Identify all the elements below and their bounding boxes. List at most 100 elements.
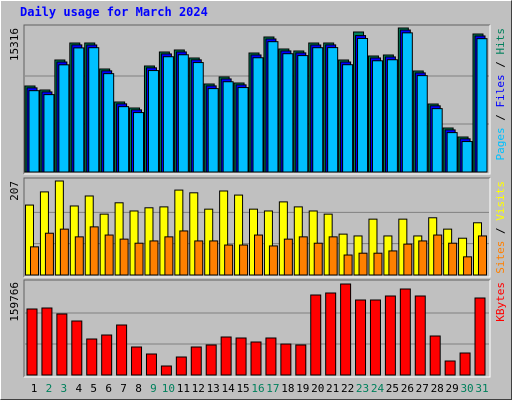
bar bbox=[448, 242, 458, 276]
bar bbox=[461, 141, 473, 173]
bar bbox=[328, 236, 338, 276]
bar bbox=[476, 38, 488, 173]
bar bbox=[310, 294, 322, 376]
x-tick-label: 28 bbox=[431, 382, 444, 395]
x-tick-label: 1 bbox=[31, 382, 38, 395]
bar bbox=[418, 240, 428, 276]
bar bbox=[86, 338, 98, 376]
bar bbox=[384, 295, 396, 376]
bar bbox=[145, 353, 157, 376]
bar bbox=[342, 64, 354, 173]
bar bbox=[44, 232, 54, 276]
bar bbox=[401, 32, 413, 173]
x-tick-label: 18 bbox=[281, 382, 294, 395]
bar bbox=[43, 94, 55, 173]
bar bbox=[283, 238, 293, 276]
bar bbox=[369, 299, 381, 376]
legend-separator: / bbox=[494, 108, 507, 128]
bar bbox=[56, 313, 68, 376]
y-tick-label: 15316 bbox=[8, 28, 21, 61]
x-tick-label: 31 bbox=[475, 382, 488, 395]
bar bbox=[268, 245, 278, 276]
x-tick-label: 10 bbox=[162, 382, 175, 395]
legend-separator: / bbox=[494, 55, 507, 75]
bar bbox=[103, 73, 115, 173]
plot-bevel bbox=[23, 279, 490, 377]
bar bbox=[192, 62, 204, 173]
bar bbox=[298, 236, 308, 276]
x-tick-label: 6 bbox=[105, 382, 112, 395]
bar bbox=[58, 64, 70, 173]
y-tick-label: 207 bbox=[8, 181, 21, 201]
bar bbox=[30, 246, 39, 276]
bar bbox=[368, 218, 378, 276]
bar bbox=[371, 60, 383, 173]
legend-entry: Visits bbox=[494, 181, 507, 221]
plot-bevel bbox=[24, 25, 491, 175]
bar bbox=[252, 57, 264, 173]
bar bbox=[463, 256, 473, 276]
x-tick-label: 29 bbox=[446, 382, 459, 395]
legend: KBytes bbox=[494, 282, 507, 322]
bar bbox=[116, 324, 128, 376]
bar bbox=[340, 283, 352, 376]
x-tick-label: 8 bbox=[135, 382, 142, 395]
bar bbox=[235, 337, 247, 376]
bar bbox=[25, 204, 34, 276]
bar bbox=[446, 132, 458, 173]
bar bbox=[267, 41, 279, 173]
x-tick-label: 13 bbox=[207, 382, 220, 395]
legend: Sites / Visits bbox=[494, 181, 507, 274]
bar bbox=[312, 47, 324, 173]
legend-entry: Files bbox=[494, 74, 507, 107]
chart-title: Daily usage for March 2024 bbox=[20, 5, 208, 19]
x-tick-label: 17 bbox=[266, 382, 279, 395]
bar bbox=[118, 106, 130, 173]
bar bbox=[41, 307, 53, 376]
bar bbox=[73, 47, 85, 173]
bar bbox=[297, 55, 309, 173]
x-tick-label: 19 bbox=[296, 382, 309, 395]
bar bbox=[237, 87, 249, 173]
bar bbox=[149, 240, 159, 276]
bar bbox=[224, 244, 234, 276]
bar bbox=[414, 295, 426, 376]
x-tick-label: 5 bbox=[90, 382, 97, 395]
bar bbox=[54, 180, 64, 276]
x-tick-label: 30 bbox=[460, 382, 473, 395]
bar bbox=[220, 336, 232, 376]
bar bbox=[386, 59, 398, 173]
bar bbox=[278, 201, 288, 276]
bar bbox=[478, 235, 487, 276]
bar bbox=[416, 75, 428, 173]
bar bbox=[26, 308, 38, 376]
bar bbox=[147, 70, 159, 173]
bar bbox=[280, 343, 292, 376]
bar bbox=[327, 47, 339, 173]
bar bbox=[175, 356, 187, 376]
bar bbox=[403, 243, 413, 276]
bar bbox=[104, 234, 114, 276]
bar bbox=[355, 299, 367, 376]
bar bbox=[343, 254, 353, 276]
x-tick-label: 16 bbox=[251, 382, 264, 395]
bar bbox=[325, 292, 337, 376]
bar bbox=[74, 236, 84, 276]
bar bbox=[234, 194, 244, 276]
bar bbox=[222, 81, 234, 173]
x-tick-label: 26 bbox=[401, 382, 414, 395]
bar bbox=[357, 37, 369, 173]
bar bbox=[133, 112, 145, 173]
legend-separator: / bbox=[494, 221, 507, 241]
bar bbox=[131, 346, 143, 376]
bar bbox=[160, 365, 172, 376]
x-tick-label: 3 bbox=[61, 382, 68, 395]
bar bbox=[179, 230, 189, 276]
bar bbox=[399, 288, 411, 376]
x-tick-label: 11 bbox=[177, 382, 190, 395]
bar bbox=[119, 238, 129, 276]
legend-entry: Hits bbox=[494, 28, 507, 55]
x-tick-label: 27 bbox=[416, 382, 429, 395]
